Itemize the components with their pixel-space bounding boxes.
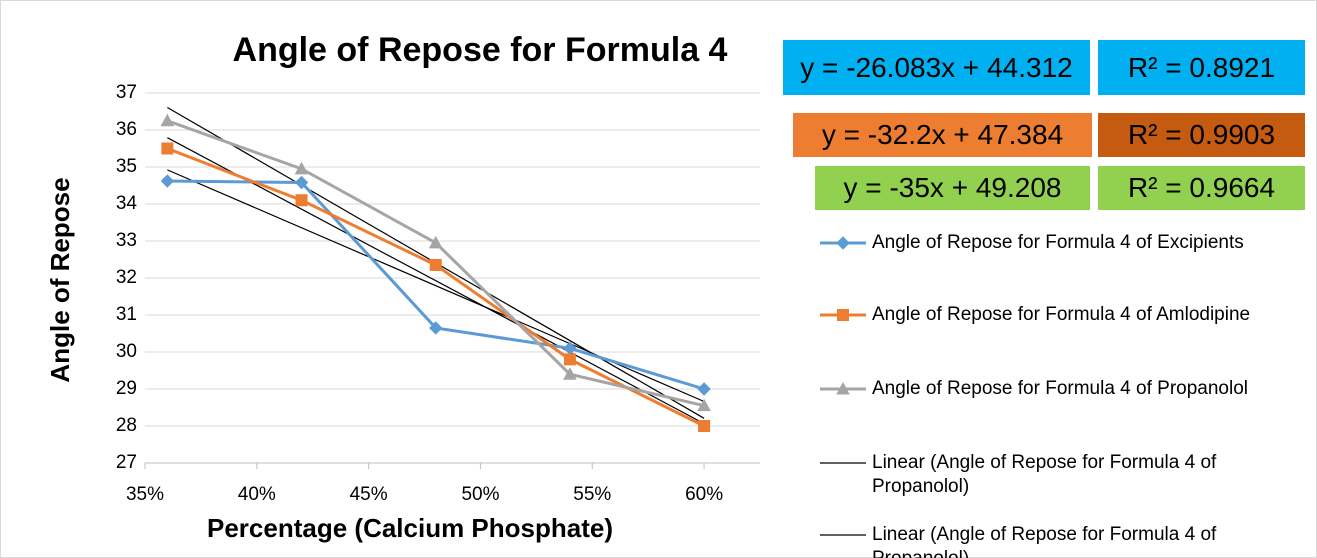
legend-item: Linear (Angle of Repose for Formula 4 of…: [820, 523, 1312, 558]
legend-label: Angle of Repose for Formula 4 of Amlodip…: [872, 304, 1251, 325]
marker: [160, 113, 175, 127]
legend-label: Linear (Angle of Repose for Formula 4 of…: [872, 452, 1217, 497]
legend-item: Linear (Angle of Repose for Formula 4 of…: [820, 451, 1312, 499]
y-tick-label: 36: [116, 119, 137, 140]
y-tick-label: 28: [116, 415, 137, 436]
y-tick-label: 27: [116, 452, 137, 473]
x-tick-label: 50%: [461, 484, 499, 505]
legend-swatch: [820, 309, 866, 321]
marker: [429, 321, 443, 335]
marker: [294, 161, 309, 175]
legend-item: Angle of Repose for Formula 4 of Propano…: [820, 377, 1312, 401]
trendline-equation: y = -35x + 49.208: [815, 166, 1090, 210]
legend-label: Angle of Repose for Formula 4 of Excipie…: [872, 232, 1244, 253]
trendline-equation: y = -32.2x + 47.384: [793, 113, 1092, 157]
marker: [295, 194, 308, 207]
trendline-equation: R² = 0.9903: [1098, 113, 1305, 157]
marker: [160, 174, 175, 188]
y-tick-label: 29: [116, 378, 137, 399]
x-axis-title: Percentage (Calcium Phosphate): [207, 513, 613, 543]
y-tick-label: 35: [116, 156, 137, 177]
legend-item: Angle of Repose for Formula 4 of Amlodip…: [820, 303, 1312, 327]
marker: [836, 236, 850, 250]
marker: [563, 353, 576, 366]
marker: [161, 142, 174, 155]
legend-swatch: [820, 462, 866, 464]
trendline: [167, 137, 705, 425]
marker: [294, 175, 309, 190]
x-tick-label: 60%: [685, 484, 723, 505]
y-tick-label: 34: [116, 193, 138, 214]
trendline-equation: R² = 0.9664: [1098, 166, 1305, 210]
trendline: [167, 169, 705, 403]
series-line: [167, 179, 705, 391]
y-tick-label: 33: [116, 230, 137, 251]
legend-label: Angle of Repose for Formula 4 of Propano…: [872, 378, 1248, 399]
marker: [698, 420, 711, 432]
marker: [428, 235, 443, 249]
marker: [429, 259, 442, 272]
marker: [836, 381, 850, 395]
legend-item: Angle of Repose for Formula 4 of Excipie…: [820, 231, 1312, 255]
marker: [697, 382, 711, 396]
trendline-equation: y = -26.083x + 44.312: [783, 40, 1090, 95]
legend-swatch: [820, 236, 866, 250]
series-line: [166, 147, 705, 428]
y-tick-label: 37: [116, 82, 137, 103]
y-tick-label: 31: [116, 304, 137, 325]
chart-title: Angle of Repose for Formula 4: [233, 31, 728, 69]
legend-label: Linear (Angle of Repose for Formula 4 of…: [872, 524, 1217, 558]
x-tick-label: 35%: [126, 484, 164, 505]
marker: [563, 367, 577, 380]
x-tick-label: 40%: [238, 484, 276, 505]
y-axis-title: Angle of Repose: [45, 177, 75, 382]
trendline-equation: R² = 0.8921: [1098, 40, 1305, 95]
marker: [697, 398, 711, 412]
x-tick-label: 45%: [350, 484, 388, 505]
y-tick-label: 30: [116, 341, 137, 362]
y-tick-label: 32: [116, 267, 137, 288]
x-tick-label: 55%: [573, 484, 611, 505]
legend-swatch: [820, 534, 866, 536]
marker: [837, 309, 849, 321]
legend-swatch: [820, 381, 866, 395]
